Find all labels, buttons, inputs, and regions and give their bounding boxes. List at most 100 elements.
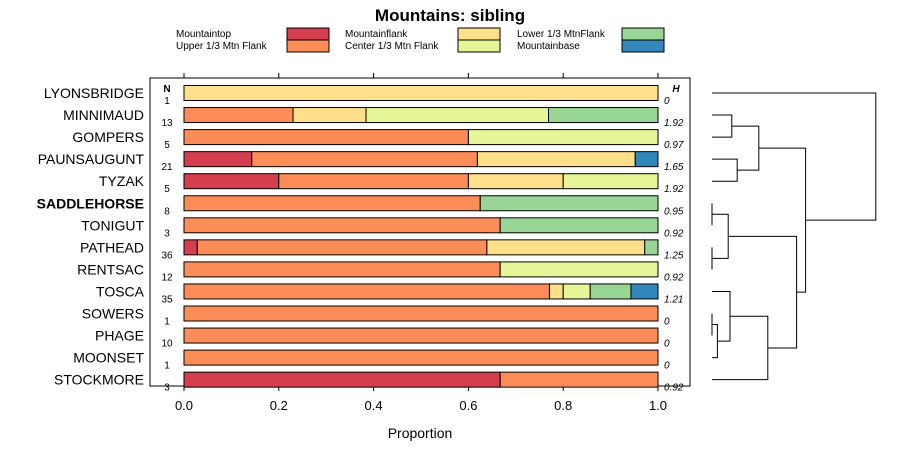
row-n-value: 36 xyxy=(161,250,173,261)
dendrogram-branch xyxy=(731,125,760,171)
row-label: MINNIMAUD xyxy=(63,107,144,123)
bar-segment-mountainflank xyxy=(467,173,564,190)
row-lyonsbridge: LYONSBRIDGE 1 0 xyxy=(44,85,670,107)
bar-segment-upper-1-3-mtn-flank xyxy=(183,261,501,278)
bar-segment-mountaintop xyxy=(183,371,501,388)
row-n-value: 3 xyxy=(164,228,170,239)
legend-label-mountainflank: Mountainflank xyxy=(345,29,408,40)
row-h-value: 1.21 xyxy=(664,294,683,305)
row-paunsaugunt: PAUNSAUGUNT 21 1.65 xyxy=(38,151,684,173)
row-sowers: SOWERS 1 0 xyxy=(82,305,670,328)
bar-segment-upper-1-3-mtn-flank xyxy=(499,371,659,388)
x-axis: 0.0 0.2 0.4 0.6 0.8 1.0 xyxy=(175,73,667,413)
row-tonigut: TONIGUT 3 0.92 xyxy=(81,217,684,239)
row-h-value: 1.25 xyxy=(664,250,684,261)
bar-segment-mountainflank xyxy=(292,107,367,124)
row-h-value: 0.92 xyxy=(664,272,684,283)
dendrogram xyxy=(711,92,877,381)
dendrogram-branch xyxy=(712,315,769,381)
legend-swatch-upper-1-3-mtn-flank xyxy=(286,39,330,53)
x-tick-label: 0.2 xyxy=(270,398,288,413)
bar-segment-lower-1-3-mtnflank xyxy=(589,283,632,300)
row-minnimaud: MINNIMAUD 13 1.92 xyxy=(63,107,684,129)
row-h-value: 0.92 xyxy=(664,383,684,394)
row-label: TYZAK xyxy=(99,173,145,189)
h-header: H xyxy=(672,84,680,95)
row-pathead: PATHEAD 36 1.25 xyxy=(80,239,684,261)
bar-segment-upper-1-3-mtn-flank xyxy=(183,327,659,344)
dendrogram-branch xyxy=(728,235,798,349)
dendrogram-branch xyxy=(712,114,733,138)
row-label: PATHEAD xyxy=(80,239,144,255)
bar-segment-lower-1-3-mtnflank xyxy=(644,239,659,256)
row-label: TOSCA xyxy=(96,283,145,299)
row-h-value: 0.92 xyxy=(664,228,684,239)
bar-segment-mountainflank xyxy=(548,283,564,300)
row-h-value: 0 xyxy=(664,361,670,372)
legend-label-mountaintop: Mountaintop xyxy=(176,29,231,40)
bar-segment-upper-1-3-mtn-flank xyxy=(278,173,469,190)
dendrogram-branch xyxy=(712,92,877,221)
bar-segment-mountainflank xyxy=(183,85,659,101)
row-h-value: 1.65 xyxy=(664,162,684,173)
row-label: SADDLEHORSE xyxy=(37,195,144,211)
bar-segment-mountaintop xyxy=(183,173,280,190)
bar-segment-upper-1-3-mtn-flank xyxy=(183,195,481,212)
bar-segment-lower-1-3-mtnflank xyxy=(499,217,659,234)
row-n-value: 5 xyxy=(164,184,170,195)
x-tick-label: 0.6 xyxy=(459,398,477,413)
bar-segment-lower-1-3-mtnflank xyxy=(479,195,659,212)
row-phage: PHAGE 10 0 xyxy=(95,327,670,350)
bar-segment-upper-1-3-mtn-flank xyxy=(183,129,469,146)
x-axis-label: Proportion xyxy=(388,425,453,441)
row-label: MOONSET xyxy=(73,350,144,366)
row-n-value: 8 xyxy=(164,206,170,217)
row-label: LYONSBRIDGE xyxy=(44,85,144,101)
bar-segment-center-1-3-mtn-flank xyxy=(467,129,659,146)
row-h-value: 0 xyxy=(664,339,670,350)
row-n-value: 10 xyxy=(161,339,173,350)
bar-segment-upper-1-3-mtn-flank xyxy=(183,349,659,366)
dendrogram-branch xyxy=(712,324,718,359)
x-tick-label: 0.4 xyxy=(365,398,383,413)
row-n-value: 3 xyxy=(164,383,170,394)
dendrogram-branch xyxy=(712,290,731,342)
row-tosca: TOSCA 35 1.21 xyxy=(96,283,683,305)
row-label: SOWERS xyxy=(82,306,144,322)
bar-segment-upper-1-3-mtn-flank xyxy=(183,283,550,300)
dendrogram-branch xyxy=(712,158,738,182)
bar-segment-center-1-3-mtn-flank xyxy=(562,173,659,190)
bar-segment-center-1-3-mtn-flank xyxy=(562,283,591,300)
x-tick-label: 0.8 xyxy=(554,398,572,413)
bar-segment-mountaintop xyxy=(183,239,198,256)
bar-segment-upper-1-3-mtn-flank xyxy=(183,305,659,322)
row-n-value: 1 xyxy=(164,361,170,372)
bar-segment-upper-1-3-mtn-flank xyxy=(196,239,488,256)
row-label: TONIGUT xyxy=(81,217,144,233)
legend-swatch-mountainbase xyxy=(621,39,665,53)
legend-swatch-mountaintop xyxy=(286,27,330,41)
n-header: N xyxy=(163,84,170,95)
x-tick-label: 0.0 xyxy=(175,398,193,413)
row-n-value: 1 xyxy=(164,96,170,107)
row-n-value: 13 xyxy=(161,118,173,129)
dendrogram-branch xyxy=(758,147,807,293)
row-n-value: 1 xyxy=(164,317,170,328)
row-n-value: 5 xyxy=(164,140,170,151)
row-label: PAUNSAUGUNT xyxy=(38,151,145,167)
bar-segment-lower-1-3-mtnflank xyxy=(548,107,659,124)
row-label: GOMPERS xyxy=(72,129,144,145)
legend-swatch-mountainflank xyxy=(457,27,501,41)
bar-segment-mountainbase xyxy=(630,283,659,300)
legend-label-mountainbase: Mountainbase xyxy=(517,41,580,52)
row-saddlehorse: SADDLEHORSE 8 0.95 xyxy=(37,195,684,217)
row-n-value: 12 xyxy=(161,272,173,283)
row-h-value: 1.92 xyxy=(664,118,684,129)
dendrogram-branch xyxy=(712,213,729,259)
bar-segment-mountainflank xyxy=(476,151,636,168)
legend-swatch-lower-1-3-mtnflank xyxy=(621,27,665,41)
x-tick-label: 1.0 xyxy=(649,398,667,413)
